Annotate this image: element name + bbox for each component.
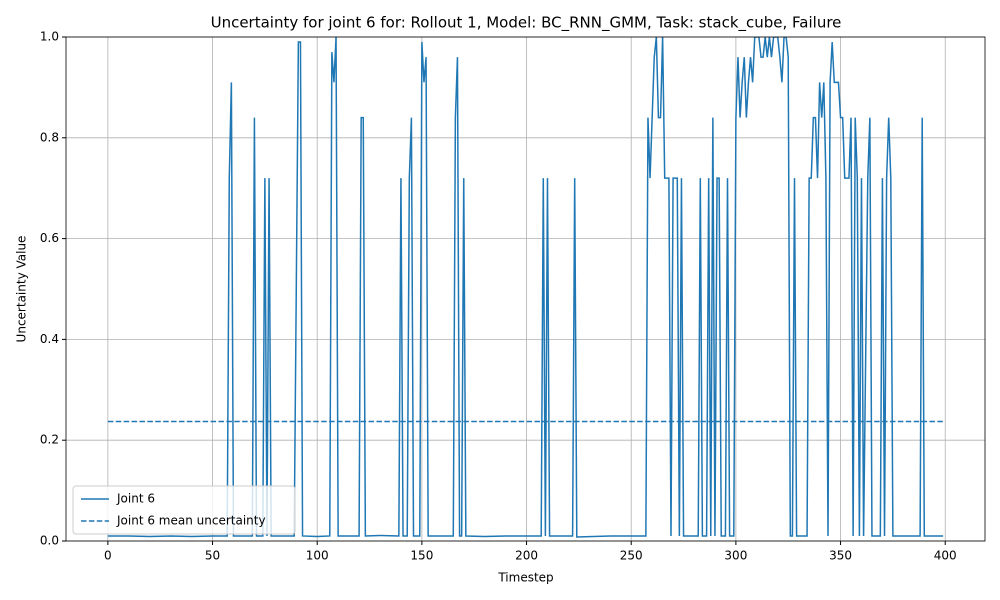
y-tick-label: 0.6 xyxy=(40,231,59,245)
plot-frame xyxy=(65,36,986,542)
x-tick-label: 250 xyxy=(620,549,643,563)
x-tick-label: 100 xyxy=(306,549,329,563)
legend-label: Joint 6 xyxy=(116,492,155,506)
y-tick-label: 0.0 xyxy=(40,534,59,548)
y-axis-label: Uncertainty Value xyxy=(15,236,29,343)
x-axis-label: Timestep xyxy=(497,571,553,585)
y-tick-label: 0.4 xyxy=(40,332,59,346)
legend-box xyxy=(72,485,296,535)
x-tick-label: 350 xyxy=(829,549,852,563)
chart-title: Uncertainty for joint 6 for: Rollout 1, … xyxy=(211,14,842,33)
y-tick-label: 0.2 xyxy=(40,433,59,447)
y-tick-label: 0.8 xyxy=(40,130,59,144)
x-tick-label: 150 xyxy=(410,549,433,563)
x-tick-label: 0 xyxy=(104,549,112,563)
x-tick-label: 400 xyxy=(934,549,957,563)
legend-label: Joint 6 mean uncertainty xyxy=(116,514,266,528)
y-tick-label: 1.0 xyxy=(40,30,59,44)
x-tick-label: 200 xyxy=(515,549,538,563)
x-tick-label: 300 xyxy=(724,549,747,563)
x-tick-label: 50 xyxy=(205,549,220,563)
series-line xyxy=(107,37,944,538)
